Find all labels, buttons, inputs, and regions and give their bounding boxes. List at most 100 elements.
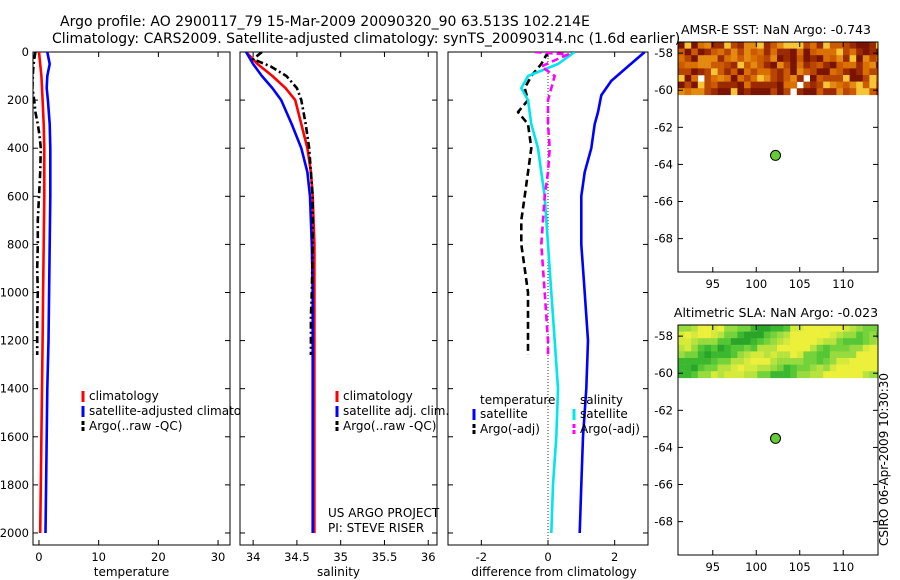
- map-cell: [750, 88, 758, 96]
- map-cell: [717, 338, 725, 346]
- map-cell: [763, 81, 771, 89]
- map-cell: [737, 344, 745, 352]
- map-cell: [744, 351, 751, 359]
- map-cell: [724, 42, 732, 49]
- map-cell: [823, 351, 831, 359]
- map-cell: [744, 88, 751, 96]
- map-cell: [823, 344, 831, 352]
- map-cell: [770, 48, 778, 56]
- map-cell: [711, 81, 718, 89]
- map-cell: [770, 364, 778, 372]
- map-cell: [823, 68, 831, 76]
- legend-label: Argo(..raw -QC): [343, 419, 436, 433]
- map-cell: [796, 48, 804, 56]
- map-cell: [849, 331, 857, 339]
- map-cell: [757, 68, 765, 76]
- axes-frame: [32, 51, 231, 546]
- map-cell: [869, 344, 877, 352]
- map-cell: [856, 81, 864, 89]
- map-cell: [717, 325, 725, 332]
- map-cell: [777, 68, 784, 76]
- map-cell: [704, 364, 712, 372]
- map-cell: [869, 88, 877, 96]
- x-tick-label: 30: [211, 550, 226, 564]
- map-cell: [737, 75, 745, 82]
- map-cell: [691, 48, 699, 56]
- map-cell: [856, 61, 864, 69]
- map-cell: [843, 68, 850, 76]
- map-cell: [869, 351, 877, 359]
- map-cell: [783, 371, 791, 379]
- map-cell: [783, 55, 791, 63]
- map-cell: [730, 344, 738, 352]
- map-cell: [770, 351, 778, 359]
- map-cell: [730, 68, 738, 76]
- map-cell: [823, 364, 831, 372]
- map-cell: [777, 81, 784, 89]
- map-cell: [750, 344, 758, 352]
- map-cell: [770, 325, 778, 332]
- map-cell: [757, 344, 765, 352]
- map-cell: [744, 371, 751, 379]
- map-cell: [816, 344, 824, 352]
- map-cell: [770, 358, 778, 365]
- map-cell: [757, 338, 765, 346]
- series-line-3: [251, 52, 315, 355]
- series-line-4: [534, 52, 570, 355]
- map-cell: [862, 68, 870, 76]
- map-cell: [704, 68, 712, 76]
- map-cell: [724, 48, 732, 56]
- map-cell: [856, 42, 864, 49]
- map-cell: [796, 331, 804, 339]
- map-cell: [777, 351, 784, 359]
- map-cell: [876, 61, 878, 69]
- map-cell: [724, 338, 732, 346]
- map-cell: [757, 42, 765, 49]
- x-tick-label: 0: [35, 550, 42, 564]
- map-cell: [862, 338, 870, 346]
- map-cell: [697, 88, 705, 96]
- profile-panel-1: 0 10 20 30 0 200 400 600 800 1000 1200 1400 1600 1800…: [0, 45, 252, 579]
- map-cell: [730, 61, 738, 69]
- map-cell: [810, 371, 817, 379]
- map-cell: [704, 55, 712, 63]
- map-cell: [730, 351, 738, 359]
- map-cell: [691, 88, 699, 96]
- map-cell: [684, 338, 692, 346]
- map-cell: [750, 42, 758, 49]
- map-cell: [697, 55, 705, 63]
- map-cell: [750, 61, 758, 69]
- map-cell: [876, 351, 878, 359]
- map-title: Altimetric SLA: NaN Argo: -0.023: [674, 305, 878, 320]
- map-cell: [678, 364, 685, 372]
- map-cell: [711, 364, 718, 372]
- y-tick-label: -58: [654, 46, 673, 60]
- series-line-3: [33, 52, 43, 355]
- x-tick-label: 95: [705, 277, 720, 291]
- map-cell: [704, 331, 712, 339]
- map-cell: [803, 364, 811, 372]
- map-cell: [836, 68, 844, 76]
- y-tick-label: -68: [654, 515, 673, 529]
- y-tick-label: 0: [22, 45, 29, 59]
- map-cell: [803, 61, 811, 69]
- y-tick-label: -62: [654, 120, 673, 134]
- map-cell: [684, 325, 692, 332]
- map-cell: [730, 55, 738, 63]
- map-cell: [757, 351, 765, 359]
- map-cell: [777, 325, 784, 332]
- map-cell: [843, 344, 850, 352]
- map-cell: [684, 364, 692, 372]
- map-cell: [843, 371, 850, 379]
- map-cell: [876, 81, 878, 89]
- map-cell: [757, 88, 765, 96]
- map-cell: [862, 331, 870, 339]
- map-cell: [757, 61, 765, 69]
- map-cell: [757, 48, 765, 56]
- map-cell: [862, 88, 870, 96]
- map-cell: [691, 338, 699, 346]
- map-cell: [876, 371, 878, 379]
- map-cell: [843, 364, 850, 372]
- map-cell: [763, 88, 771, 96]
- map-cell: [829, 42, 837, 49]
